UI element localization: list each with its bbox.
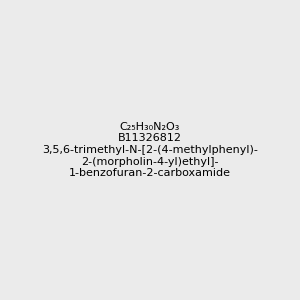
Text: C₂₅H₃₀N₂O₃
B11326812
3,5,6-trimethyl-N-[2-(4-methylphenyl)-
2-(morpholin-4-yl)et: C₂₅H₃₀N₂O₃ B11326812 3,5,6-trimethyl-N-[…: [42, 122, 258, 178]
